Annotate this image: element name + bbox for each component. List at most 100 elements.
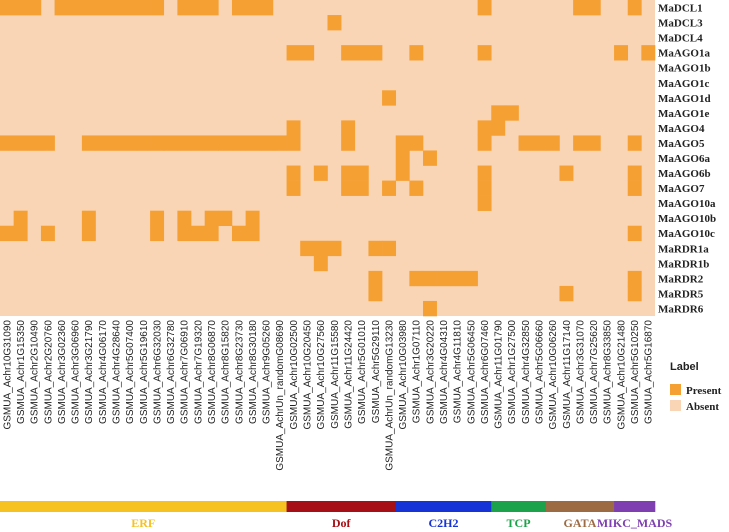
- heatmap-cell: [313, 165, 328, 181]
- heatmap-cell: [286, 180, 301, 196]
- heatmap-cell: [286, 120, 301, 136]
- heatmap-cell: [259, 135, 274, 151]
- column-label: GSMUA_Achr4G06170: [98, 320, 109, 424]
- column-label: GSMUA_AchrUn_randomG08690: [275, 320, 286, 471]
- heatmap-cell: [177, 225, 192, 242]
- heatmap-cell: [409, 135, 424, 151]
- heatmap-cell: [81, 0, 96, 16]
- heatmap-cell: [627, 0, 642, 16]
- heatmap-cell: [532, 135, 547, 151]
- family-bar-segment: [286, 501, 397, 512]
- heatmap-cell: [368, 285, 383, 302]
- row-label: MaAGO1b: [658, 63, 711, 75]
- heatmap-cell: [136, 0, 151, 16]
- column-label: GSMUA_Achr6G32780: [166, 320, 177, 424]
- family-label: MIKC_MADS: [597, 516, 673, 530]
- heatmap-cell: [109, 0, 124, 16]
- heatmap-cell: [545, 135, 560, 151]
- heatmap-cell: [463, 270, 478, 287]
- row-label: MaRDR5: [658, 288, 704, 300]
- heatmap-cell: [81, 135, 96, 151]
- heatmap-cell: [204, 210, 219, 227]
- column-label: GSMUA_Achr10G21480: [616, 320, 627, 430]
- column-label: GSMUA_Achr3G20220: [425, 320, 436, 424]
- heatmap-cell: [368, 45, 383, 61]
- column-label: GSMUA_Achr3G06960: [71, 320, 82, 424]
- heatmap-cell: [286, 45, 301, 61]
- column-label: GSMUA_Achr3G31070: [575, 320, 586, 424]
- row-label: MaAGO1e: [658, 108, 709, 120]
- heatmap-cell: [40, 135, 55, 151]
- heatmap-cell: [559, 165, 574, 181]
- heatmap-cell: [341, 180, 356, 196]
- heatmap-cell: [40, 225, 55, 242]
- column-label: GSMUA_Achr4G28640: [111, 320, 122, 424]
- heatmap-cell: [313, 255, 328, 272]
- heatmap-cell: [95, 135, 110, 151]
- row-label: MaAGO10c: [658, 228, 715, 240]
- heatmap-cell: [354, 180, 369, 196]
- column-label: GSMUA_Achr5G01010: [357, 320, 368, 424]
- heatmap-cell: [477, 0, 492, 16]
- heatmap-cell: [177, 210, 192, 227]
- column-label: GSMUA_Achr1G27500: [507, 320, 518, 424]
- heatmap-cell: [395, 165, 410, 181]
- heatmap-cell: [341, 165, 356, 181]
- heatmap-cell: [368, 240, 383, 257]
- column-label: GSMUA_Achr5G07400: [125, 320, 136, 424]
- column-label: GSMUA_Achr8G23730: [234, 320, 245, 424]
- heatmap-cell: [341, 45, 356, 61]
- heatmap-cell: [136, 135, 151, 151]
- family-bar-segment: [0, 501, 287, 512]
- heatmap-cell: [245, 0, 260, 16]
- heatmap-cell: [327, 15, 342, 31]
- column-label: GSMUA_Achr4G11810: [453, 320, 464, 424]
- column-label: GSMUA_Achr5G29110: [371, 320, 382, 424]
- heatmap-cell: [341, 135, 356, 151]
- heatmap-cell: [627, 285, 642, 302]
- heatmap-cell: [341, 120, 356, 136]
- heatmap-cell: [354, 165, 369, 181]
- column-label: GSMUA_Achr4G04310: [439, 320, 450, 424]
- heatmap-cell: [204, 0, 219, 16]
- column-label: GSMUA_Achr11G01790: [494, 320, 505, 429]
- heatmap-cell: [409, 180, 424, 196]
- column-label: GSMUA_Achr6G07460: [480, 320, 491, 424]
- heatmap-cell: [191, 0, 205, 16]
- heatmap-cell: [313, 240, 328, 257]
- heatmap-cell: [491, 105, 506, 121]
- family-label: ERF: [131, 516, 155, 530]
- column-labels: GSMUA_Achr10G31090 GSMUA_Achr1G15350 GSMUA…: [2, 320, 654, 471]
- heatmap-cell: [395, 150, 410, 166]
- column-label: GSMUA_Achr7G19320: [193, 320, 204, 424]
- row-label: MaAGO10b: [658, 213, 716, 225]
- family-bar-segment: [545, 501, 615, 512]
- heatmap-cell: [150, 0, 165, 16]
- family-label: Dof: [332, 516, 352, 530]
- heatmap-cell: [163, 135, 178, 151]
- legend-swatch: [670, 400, 681, 411]
- column-label: GSMUA_Achr8G06870: [207, 320, 218, 424]
- heatmap-cell: [614, 45, 629, 61]
- legend-title: Label: [670, 361, 699, 373]
- heatmap-cell: [409, 270, 424, 287]
- heatmap-cell: [245, 225, 260, 242]
- column-label: GSMUA_Achr7G06910: [180, 320, 191, 424]
- column-label: GSMUA_Achr9G05260: [262, 320, 273, 424]
- column-label: GSMUA_Achr10G20450: [303, 320, 314, 430]
- heatmap-cell: [95, 0, 110, 16]
- heatmap-cell: [245, 210, 260, 227]
- heatmap-cell: [423, 150, 437, 166]
- heatmap-cell: [627, 180, 642, 196]
- family-bar: [0, 501, 656, 512]
- heatmap-cell: [286, 135, 301, 151]
- heatmap-cell: [300, 45, 315, 61]
- column-label: GSMUA_Achr1G07110: [412, 320, 423, 424]
- row-label: MaAGO6b: [658, 168, 711, 180]
- heatmap-cell: [272, 135, 287, 151]
- column-label: GSMUA_Achr10G02500: [289, 320, 300, 430]
- row-label: MaRDR2: [658, 273, 704, 285]
- heatmap-cell: [150, 135, 165, 151]
- column-label: GSMUA_Achr6G32030: [152, 320, 163, 424]
- column-label: GSMUA_Achr2G20760: [43, 320, 54, 424]
